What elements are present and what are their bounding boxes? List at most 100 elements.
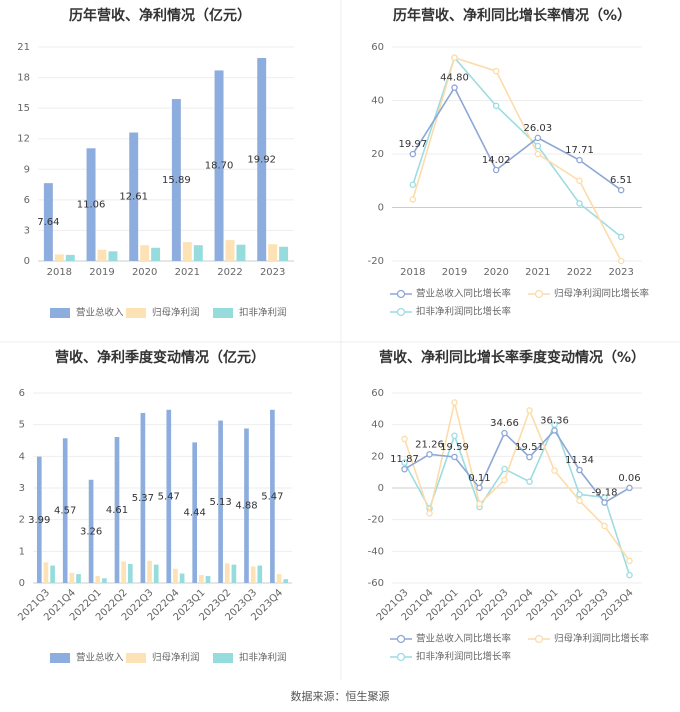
quarter-line-point [426, 510, 433, 517]
quarter-line-point [551, 467, 558, 474]
annual-line-xtick: 2022 [567, 267, 592, 278]
quarter-bar-ytick: 6 [19, 388, 25, 399]
quarter-bar-bar [147, 560, 152, 583]
quarter-line-legend-label: 扣非净利润同比增长率 [416, 651, 512, 663]
annual-bar-legend-swatch [213, 308, 233, 318]
quarter-line-legend-marker [396, 652, 406, 662]
quarter-line-ytick: -20 [368, 515, 384, 526]
quarter-line-point [576, 491, 583, 498]
annual-line-ytick: 40 [371, 96, 384, 107]
annual-bar-xtick: 2023 [260, 267, 285, 278]
quarter-line-point [476, 484, 483, 492]
annual-line-point [576, 200, 583, 207]
annual-bar-bar [171, 99, 181, 261]
annual-bar-bar [86, 148, 96, 261]
quarter-bar-bar [218, 420, 223, 583]
quarter-bar-ytick: 3 [19, 483, 25, 494]
quarter-line-point [601, 499, 608, 506]
quarter-line-data-label: 21.26 [415, 439, 444, 450]
annual-line-ytick: 0 [378, 203, 384, 214]
quarter-bar-data-label: 4.88 [235, 501, 257, 512]
quarter-bar-bar [36, 456, 42, 583]
quarter-line-ytick: 20 [371, 451, 384, 462]
annual-line-legend-marker [396, 289, 406, 299]
quarter-line-data-label: 11.87 [390, 454, 419, 465]
annual-line-data-label: 6.51 [610, 175, 632, 186]
annual-bar-bar [279, 246, 289, 261]
quarter-bar-bar [69, 572, 75, 583]
annual-line-point [492, 67, 500, 75]
annual-bar-ytick: 15 [17, 103, 30, 114]
annual-bar-xtick: 2020 [132, 267, 157, 278]
quarter-bar-bar [114, 437, 120, 583]
quarter-line-point [576, 466, 583, 474]
annual-line-point [492, 166, 500, 174]
annual-bar-legend-label: 扣非净利润 [239, 307, 287, 319]
quarter-bar-bar [244, 428, 249, 583]
annual-line-data-label: 44.80 [440, 73, 469, 84]
annual-bar-bar [129, 132, 139, 261]
quarter-bar-bar [276, 574, 282, 583]
quarter-bar-bar [283, 579, 289, 583]
annual-line-legend-marker [534, 289, 544, 299]
quarter-line-point [501, 465, 508, 473]
quarter-line-point [576, 497, 583, 504]
quarter-bar-bar [199, 575, 204, 583]
quarter-line-legend-label: 营业总收入同比增长率 [416, 633, 512, 645]
quarter-line-legend-marker [534, 634, 544, 644]
quarter-bar-ytick: 4 [19, 451, 25, 462]
annual-line-point [576, 177, 583, 184]
annual-line-ytick: 60 [371, 42, 384, 53]
annual-bar-bar [182, 242, 192, 261]
quarter-line-data-label: -9.18 [592, 488, 618, 499]
quarter-bar-bar [153, 564, 159, 583]
annual-bar-xtick: 2022 [217, 267, 242, 278]
annual-line-legend-label: 营业总收入同比增长率 [416, 288, 512, 300]
annual-bar-legend-swatch [50, 308, 70, 318]
quarter-bar-bar [257, 565, 263, 583]
quarter-line-point [451, 453, 458, 461]
quarter-line-point [626, 557, 633, 565]
annual-line-point [451, 54, 458, 61]
quarter-line-point [476, 500, 483, 508]
quarter-bar-bar [205, 576, 211, 583]
quarter-bar-legend-label: 归母净利润 [152, 652, 200, 664]
annual-bar-legend-label: 归母净利润 [152, 307, 200, 319]
quarter-line-point [501, 476, 508, 484]
quarter-line-data-label: 0.06 [618, 473, 640, 484]
annual-bar-data-label: 11.06 [77, 200, 106, 211]
annual-bar-bar [97, 249, 107, 261]
annual-line-data-label: 17.71 [565, 145, 594, 156]
quarter-bar-ytick: 2 [19, 515, 25, 526]
quarter-line-point [451, 399, 458, 406]
annual-bar-xtick: 2018 [47, 267, 72, 278]
annual-bar-bar [108, 251, 118, 261]
annual-line-point [409, 181, 417, 189]
quarter-line-data-label: 19.59 [440, 442, 469, 453]
annual-bar-ytick: 0 [24, 256, 30, 267]
annual-bar-ytick: 6 [24, 195, 30, 206]
annual-bar-data-label: 12.61 [119, 192, 148, 203]
annual-bar-bar [54, 254, 64, 261]
quarter-line-ytick: 40 [371, 420, 384, 431]
annual-line-xtick: 2019 [442, 267, 467, 278]
annual-bar-ytick: 18 [17, 73, 30, 84]
quarter-bar-data-label: 5.13 [209, 497, 231, 508]
quarter-line-point [501, 429, 508, 437]
quarter-bar-bar [250, 566, 256, 583]
annual-bar-bar [236, 244, 246, 261]
annual-bar-xtick: 2019 [89, 267, 114, 278]
annual-line-data-label: 19.97 [399, 139, 428, 150]
quarter-bar-bar [179, 573, 185, 583]
quarter-bar-legend-swatch [50, 653, 70, 663]
quarter-bar-bar [50, 565, 55, 583]
quarter-bar-legend-label: 扣非净利润 [239, 652, 287, 664]
annual-line-point [576, 156, 583, 164]
quarter-bar-legend-swatch [213, 653, 233, 663]
annual-line-xtick: 2023 [608, 267, 633, 278]
quarter-bar-data-label: 3.26 [80, 526, 102, 537]
quarter-line-point [526, 478, 533, 485]
annual-line-point [534, 134, 542, 142]
annual-bar-bar [257, 58, 267, 262]
quarter-line-ytick: 0 [378, 483, 384, 494]
